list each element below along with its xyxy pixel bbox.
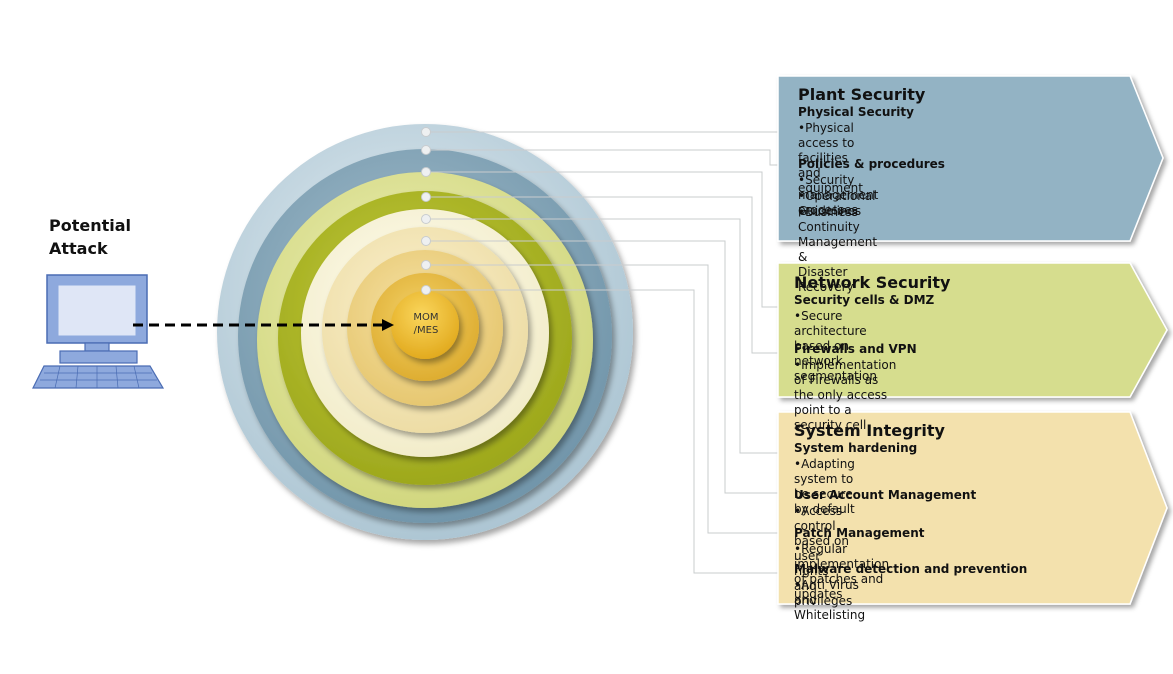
panel-title: Network Security — [794, 273, 951, 292]
attack-arrowhead — [382, 319, 394, 331]
group-heading: Security cells & DMZ — [794, 293, 935, 307]
bullet: •Access control based on user rights and… — [794, 504, 853, 608]
bullet: •Security management processes — [798, 173, 879, 217]
group-heading: Firewalls and VPN — [794, 342, 917, 356]
bullet: •Regular implementation of patches and u… — [794, 542, 890, 601]
group-heading: Patch Management — [794, 526, 925, 540]
panel-network-security-shape — [777, 262, 1168, 398]
group-heading: Physical Security — [798, 105, 914, 119]
bullet: •Secure architecture based on network se… — [794, 309, 877, 383]
group-heading: System hardening — [794, 441, 918, 455]
bullet: •Anti Virus and Whitelisting — [794, 578, 866, 622]
potential-attack-label: Potential Attack — [49, 216, 132, 258]
bullet: •Adapting system to be secure by default — [794, 457, 855, 516]
computer-icon — [32, 274, 165, 389]
group-heading: User Account Management — [794, 488, 977, 502]
core-circle — [391, 291, 459, 359]
bullet: •Physical access to facilities and equip… — [798, 121, 863, 195]
concentric-rings — [217, 124, 633, 540]
panel-title: System Integrity — [794, 421, 945, 440]
panel-system-integrity-shape — [777, 411, 1168, 605]
connector-dots — [421, 127, 431, 295]
connector-lines — [426, 131, 778, 574]
panel-title: Plant Security — [798, 85, 926, 104]
panel-plant-security-shape — [777, 75, 1164, 242]
bullet: •Operational Guidelines — [798, 189, 876, 218]
bullet: •Business Continuity Management & Disast… — [798, 205, 878, 294]
bullet: •Implementation of Firewalls as the only… — [794, 358, 897, 432]
group-heading: Malware detection and prevention — [794, 562, 1028, 576]
core-label: MOM /MES — [413, 312, 439, 336]
group-heading: Policies & procedures — [798, 157, 945, 171]
